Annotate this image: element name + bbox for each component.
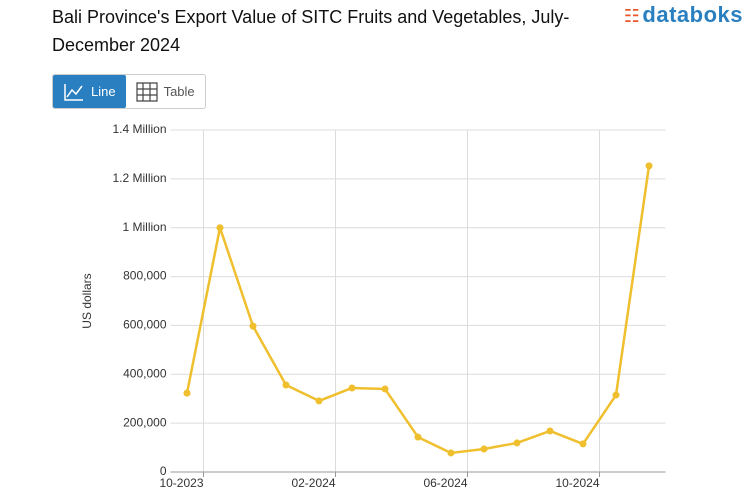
y-tick-label: 200,000: [123, 415, 167, 429]
button-label: Line: [91, 84, 116, 99]
y-tick-label: 800,000: [123, 269, 167, 283]
data-point: [612, 391, 620, 399]
line-button[interactable]: Line: [53, 75, 126, 108]
data-point: [645, 162, 653, 170]
data-point: [381, 385, 389, 393]
x-tick-label: 10-2023: [159, 476, 203, 490]
y-axis-label: US dollars: [80, 273, 94, 328]
data-point: [315, 397, 323, 405]
y-tick-label: 400,000: [123, 366, 167, 380]
data-point: [579, 440, 587, 448]
x-tick-label: 02-2024: [291, 476, 335, 490]
y-tick-label: 0: [160, 464, 167, 478]
data-point: [447, 449, 455, 457]
x-tick-label: 06-2024: [423, 476, 467, 490]
table-button[interactable]: Table: [126, 75, 205, 108]
data-point: [183, 389, 191, 397]
logo-text: databoks: [642, 2, 743, 27]
y-tick-label: 1.2 Million: [112, 171, 166, 185]
data-point: [513, 439, 521, 447]
button-label: Table: [163, 84, 195, 99]
data-point: [546, 427, 554, 435]
series-line: [185, 165, 651, 455]
x-tick-label: 10-2024: [555, 476, 599, 490]
line-icon: [64, 83, 83, 101]
logo: ☷databoks: [624, 2, 743, 28]
data-point: [282, 381, 290, 389]
y-tick-label: 1 Million: [122, 220, 166, 234]
data-point: [414, 433, 422, 441]
data-point: [348, 384, 356, 392]
view-toggle: Line Table: [52, 74, 206, 109]
y-tick-label: 600,000: [123, 318, 167, 332]
chart-title: Bali Province's Export Value of SITC Fru…: [52, 7, 570, 55]
data-point: [216, 224, 224, 232]
table-icon: [135, 81, 158, 102]
y-tick-label: 1.4 Million: [112, 122, 166, 136]
logo-icon: ☷: [623, 6, 641, 26]
data-point: [249, 322, 257, 330]
data-point: [480, 445, 488, 453]
